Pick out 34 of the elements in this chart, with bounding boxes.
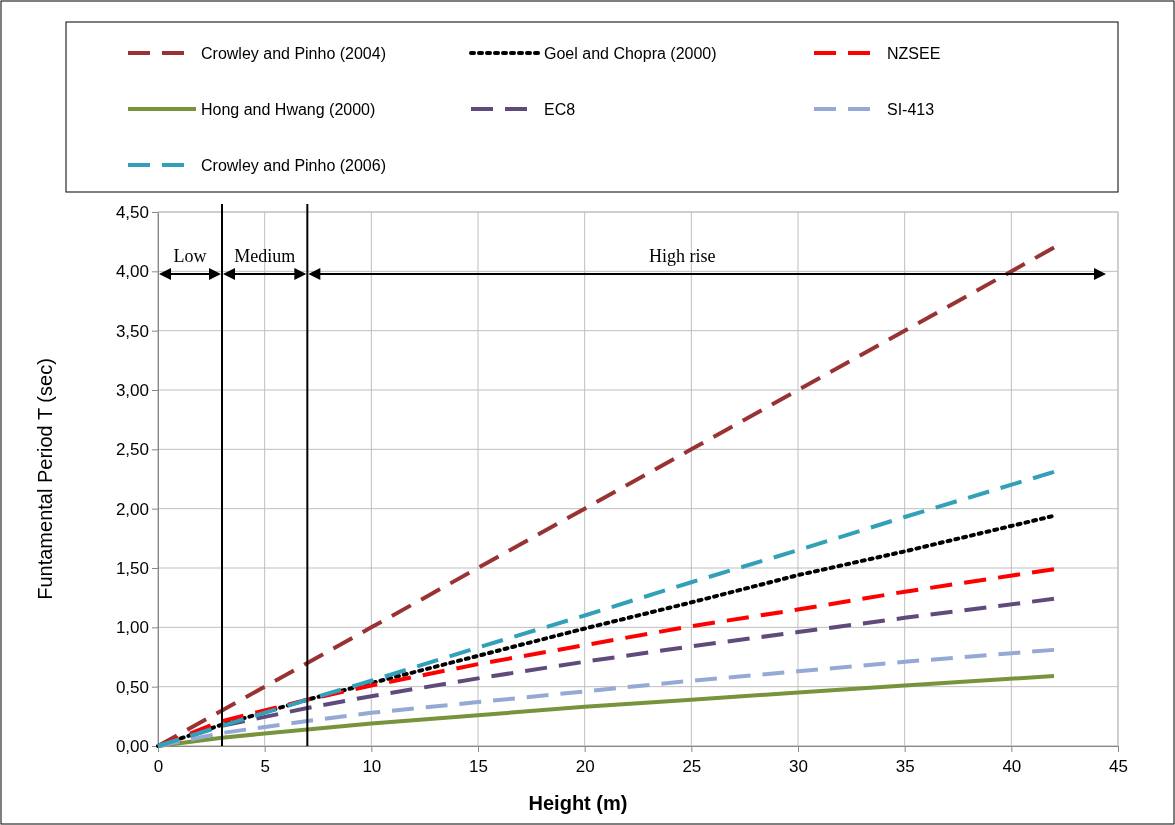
x-tick-label: 30 xyxy=(789,757,808,776)
y-tick-label: 0,50 xyxy=(115,677,149,697)
legend-label: Crowley and Pinho (2004) xyxy=(201,45,386,62)
y-tick-label: 4,50 xyxy=(115,202,149,222)
x-tick-label: 40 xyxy=(1002,757,1022,776)
y-tick-label: 2,50 xyxy=(115,440,149,460)
annotation: Low xyxy=(173,246,207,266)
legend-label: SI-413 xyxy=(887,101,935,118)
annotation: High rise xyxy=(648,246,716,266)
x-tick-label: 20 xyxy=(575,757,595,776)
y-tick-label: 2,00 xyxy=(115,499,149,519)
x-tick-label: 5 xyxy=(260,757,270,776)
y-tick-label: 4,00 xyxy=(115,262,149,282)
x-tick-label: 15 xyxy=(469,757,488,776)
x-axis-title: Height (m) xyxy=(528,792,628,814)
y-tick-label: 1,50 xyxy=(115,558,149,578)
x-tick-label: 10 xyxy=(362,757,382,776)
y-tick-label: 1,00 xyxy=(115,618,149,638)
line-series xyxy=(156,469,1056,748)
y-tick-label: 3,00 xyxy=(115,380,149,400)
legend-label: Crowley and Pinho (2006) xyxy=(201,157,386,174)
legend-label: EC8 xyxy=(544,101,576,118)
x-tick-label: 0 xyxy=(153,757,164,776)
annotation: Medium xyxy=(234,246,296,266)
legend-label: NZSEE xyxy=(887,45,941,62)
legend-label: Goel and Chopra (2000) xyxy=(544,45,717,62)
y-axis-title: Funtamental Period T (sec) xyxy=(34,358,56,600)
y-tick-label: 3,50 xyxy=(115,321,149,341)
x-tick-label: 35 xyxy=(895,757,915,776)
legend-label: Hong and Hwang (2000) xyxy=(201,101,376,118)
x-tick-label: 45 xyxy=(1109,757,1128,776)
line-series xyxy=(156,567,1056,748)
y-tick-label: 0,00 xyxy=(115,736,149,756)
x-tick-label: 25 xyxy=(682,757,702,776)
